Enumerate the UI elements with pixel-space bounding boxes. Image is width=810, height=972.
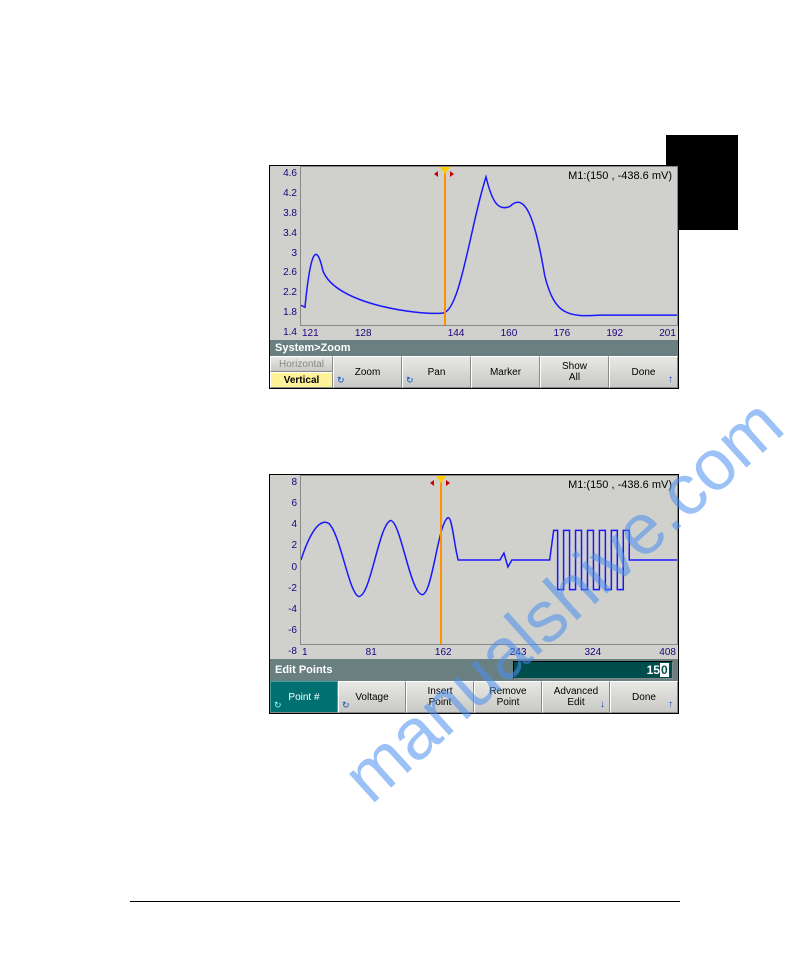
y-tick: 0 — [291, 562, 297, 573]
panel-title-1: System>Zoom — [270, 340, 678, 356]
y-tick: -2 — [288, 583, 297, 594]
input-prefix: 15 — [647, 663, 660, 677]
advanced-edit-button[interactable]: Advanced Edit↓ — [542, 681, 610, 713]
pan-button[interactable]: Pan ↻ — [402, 356, 471, 388]
y-tick: 1.8 — [283, 307, 297, 318]
arrow-down-icon: ↓ — [600, 699, 605, 710]
x-tick: 192 — [606, 328, 623, 339]
edit-points-panel: 8 6 4 2 0 -2 -4 -6 -8 M1:(150 , -438.6 m… — [269, 474, 679, 714]
x-tick: 243 — [510, 647, 527, 658]
arrow-up-icon: ↑ — [668, 699, 673, 710]
plot-2[interactable]: M1:(150 , -438.6 mV) — [300, 475, 678, 645]
input-highlight: 0 — [660, 663, 669, 677]
point-number-button[interactable]: Point # ↻ — [270, 681, 338, 713]
plot-1[interactable]: M1:(150 , -438.6 mV) — [300, 166, 678, 326]
y-tick: -8 — [288, 646, 297, 657]
y-tick: -4 — [288, 604, 297, 615]
y-axis-1: 4.6 4.2 3.8 3.4 3 2.6 2.2 1.8 1.4 — [270, 166, 300, 340]
advanced-label: Advanced Edit — [554, 686, 598, 708]
zoom-label: Zoom — [355, 367, 381, 378]
point-label: Point # — [288, 692, 319, 703]
marker-handle-icon[interactable] — [437, 171, 451, 174]
x-axis-1: 121 128 144 160 176 192 201 — [300, 326, 678, 340]
marker-handle-icon[interactable] — [433, 480, 447, 483]
button-row-1: Horizontal Vertical Zoom ↻ Pan ↻ Marker Sh… — [270, 356, 678, 388]
marker-btn-label: Marker — [490, 367, 521, 378]
footer-rule — [130, 901, 680, 902]
insert-label: Insert Point — [427, 686, 452, 708]
vertical-button[interactable]: Vertical — [270, 372, 333, 388]
x-tick: 121 — [302, 328, 319, 339]
x-tick: 176 — [554, 328, 571, 339]
voltage-button[interactable]: Voltage ↻ — [338, 681, 406, 713]
y-tick: 8 — [291, 477, 297, 488]
y-axis-2: 8 6 4 2 0 -2 -4 -6 -8 — [270, 475, 300, 659]
marker-label-2: M1:(150 , -438.6 mV) — [568, 479, 672, 491]
x-tick: 201 — [659, 328, 676, 339]
x-tick: 81 — [366, 647, 377, 658]
x-tick: 408 — [659, 647, 676, 658]
remove-label: Remove Point — [489, 686, 526, 708]
point-number-input[interactable]: 150 — [513, 661, 673, 679]
y-tick: 2 — [291, 540, 297, 551]
y-tick: 2.6 — [283, 267, 297, 278]
y-tick: 4.2 — [283, 188, 297, 199]
voltage-label: Voltage — [355, 692, 388, 703]
done-label: Done — [632, 367, 656, 378]
marker-button[interactable]: Marker — [471, 356, 540, 388]
horizontal-button[interactable]: Horizontal — [270, 356, 333, 372]
refresh-icon: ↻ — [342, 700, 350, 711]
show-all-button[interactable]: Show All — [540, 356, 609, 388]
zoom-panel: 4.6 4.2 3.8 3.4 3 2.6 2.2 1.8 1.4 M1:(15… — [269, 165, 679, 389]
x-tick: 1 — [302, 647, 308, 658]
pan-label: Pan — [428, 367, 446, 378]
show-all-label: Show All — [562, 361, 587, 383]
refresh-icon: ↻ — [406, 375, 414, 386]
y-tick: 6 — [291, 498, 297, 509]
y-tick: 3 — [291, 248, 297, 259]
done-button[interactable]: Done ↑ — [609, 356, 678, 388]
arrow-up-icon: ↑ — [668, 374, 673, 385]
marker-label-1: M1:(150 , -438.6 mV) — [568, 170, 672, 182]
x-tick: 128 — [355, 328, 372, 339]
y-tick: 4 — [291, 519, 297, 530]
x-tick: 324 — [585, 647, 602, 658]
y-tick: 3.4 — [283, 228, 297, 239]
done-button[interactable]: Done ↑ — [610, 681, 678, 713]
chart-area-2: 8 6 4 2 0 -2 -4 -6 -8 M1:(150 , -438.6 m… — [270, 475, 678, 659]
x-tick: 160 — [501, 328, 518, 339]
button-row-2: Point # ↻ Voltage ↻ Insert Point Remove Po… — [270, 681, 678, 713]
remove-point-button[interactable]: Remove Point — [474, 681, 542, 713]
done-label: Done — [632, 692, 656, 703]
refresh-icon: ↻ — [337, 375, 345, 386]
y-tick: -6 — [288, 625, 297, 636]
x-tick: 162 — [435, 647, 452, 658]
marker-line-1[interactable] — [444, 167, 446, 325]
y-tick: 2.2 — [283, 287, 297, 298]
y-tick: 3.8 — [283, 208, 297, 219]
panel-title-2: Edit Points 150 — [270, 659, 678, 681]
chart-area-1: 4.6 4.2 3.8 3.4 3 2.6 2.2 1.8 1.4 M1:(15… — [270, 166, 678, 340]
x-axis-2: 1 81 162 243 324 408 — [300, 645, 678, 659]
axis-mode-column: Horizontal Vertical — [270, 356, 333, 388]
marker-line-2[interactable] — [440, 476, 442, 644]
refresh-icon: ↻ — [274, 700, 282, 711]
insert-point-button[interactable]: Insert Point — [406, 681, 474, 713]
y-tick: 4.6 — [283, 168, 297, 179]
y-tick: 1.4 — [283, 327, 297, 338]
waveform-1 — [301, 167, 677, 325]
breadcrumb: System>Zoom — [275, 342, 351, 354]
waveform-2 — [301, 476, 677, 644]
title-text: Edit Points — [275, 664, 332, 676]
zoom-button[interactable]: Zoom ↻ — [333, 356, 402, 388]
x-tick: 144 — [448, 328, 465, 339]
